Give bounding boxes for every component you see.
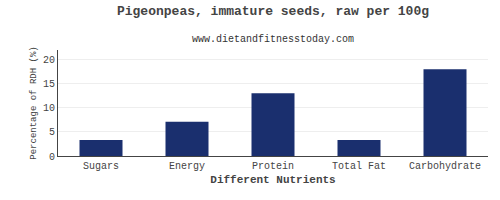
svg-text:Percentage of RDH (%): Percentage of RDH (%)	[29, 46, 39, 159]
svg-text:Total Fat: Total Fat	[332, 161, 386, 172]
svg-text:10: 10	[43, 103, 55, 114]
svg-text:Carbohydrate: Carbohydrate	[409, 161, 481, 172]
svg-text:5: 5	[49, 127, 55, 138]
svg-text:Pigeonpeas, immature seeds, ra: Pigeonpeas, immature seeds, raw per 100g	[117, 4, 429, 19]
svg-text:Sugars: Sugars	[83, 161, 119, 172]
svg-text:www.dietandfitnesstoday.com: www.dietandfitnesstoday.com	[192, 34, 354, 45]
svg-text:15: 15	[43, 79, 55, 90]
svg-text:20: 20	[43, 55, 55, 66]
svg-text:Different Nutrients: Different Nutrients	[210, 174, 335, 186]
svg-text:Energy: Energy	[169, 161, 205, 172]
svg-text:Protein: Protein	[252, 161, 294, 172]
svg-text:0: 0	[49, 152, 55, 163]
